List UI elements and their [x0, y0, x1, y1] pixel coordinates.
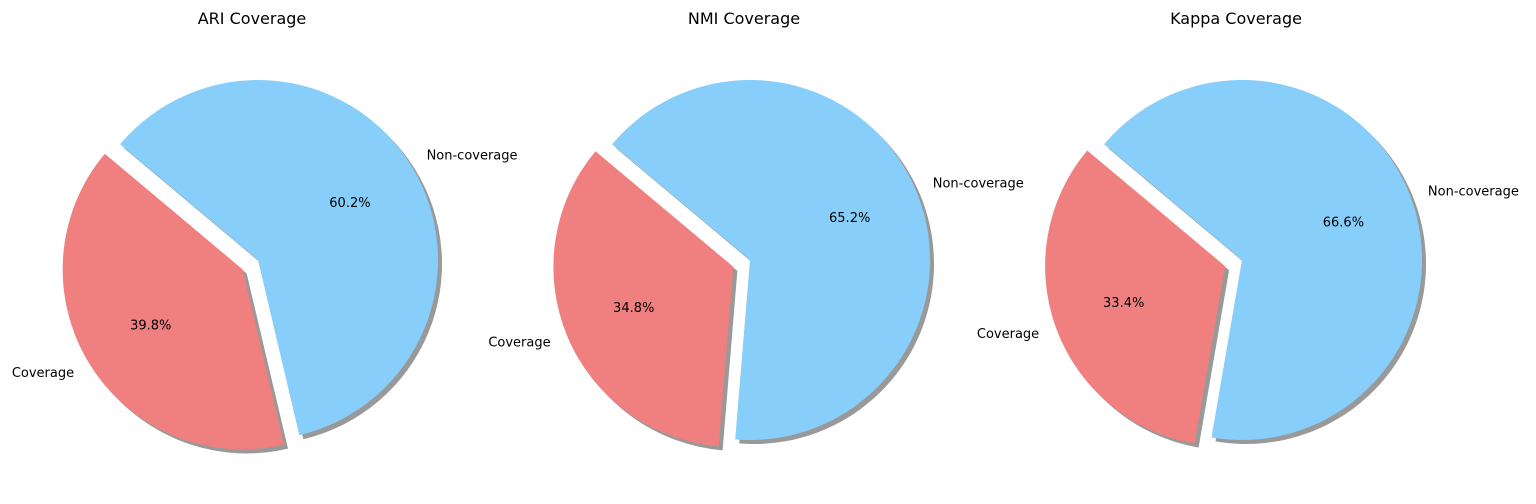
chart-kappa-coverage: Kappa Coverage Coverage 33.4% Non-coverage…	[977, 9, 1519, 448]
slice-label: Coverage	[977, 327, 1039, 342]
pie-nmi: Coverage 34.8% Non-coverage 65.2%	[488, 80, 1024, 451]
pie-kappa: Coverage 33.4% Non-coverage 66.6%	[977, 79, 1519, 448]
pie-slice-non-coverage	[120, 80, 438, 436]
pie-slice-non-coverage	[1104, 79, 1423, 440]
pie-slice-coverage	[553, 151, 734, 447]
chart-title: ARI Coverage	[198, 9, 307, 28]
slice-percent-label: 60.2%	[329, 196, 370, 211]
pie-slice-coverage	[1045, 150, 1226, 444]
slice-label: Coverage	[12, 366, 74, 381]
slice-percent-label: 39.8%	[130, 319, 171, 334]
pie-slice-coverage	[62, 153, 285, 450]
slice-percent-label: 65.2%	[829, 211, 870, 226]
pie-ari: Coverage 39.8% Non-coverage 60.2%	[12, 80, 518, 454]
slice-label: Non-coverage	[427, 149, 518, 164]
slice-percent-label: 34.8%	[613, 301, 654, 316]
slice-label: Non-coverage	[1428, 184, 1519, 199]
chart-title: NMI Coverage	[688, 9, 800, 28]
slice-percent-label: 66.6%	[1323, 215, 1364, 230]
pie-slice-non-coverage	[612, 80, 930, 441]
chart-nmi-coverage: NMI Coverage Coverage 34.8% Non-coverage 65…	[488, 9, 1024, 451]
slice-label: Non-coverage	[933, 176, 1024, 191]
chart-title: Kappa Coverage	[1170, 9, 1302, 28]
slice-percent-label: 33.4%	[1103, 296, 1144, 311]
slice-label: Coverage	[488, 336, 550, 351]
chart-ari-coverage: ARI Coverage Coverage 39.8% Non-coverage 60…	[12, 9, 518, 454]
